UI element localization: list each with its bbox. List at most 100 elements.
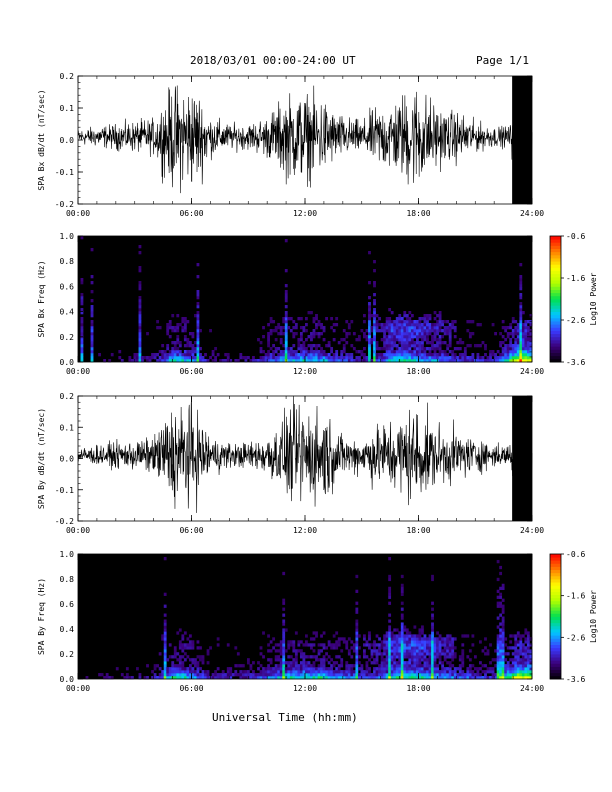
spectrogram-cell: [196, 661, 200, 665]
spectrogram-cell: [163, 622, 167, 626]
spectrogram-cell: [421, 359, 424, 363]
spectrogram-cell: [463, 350, 467, 354]
spectrogram-cell: [400, 347, 404, 351]
spectrogram-cell: [289, 664, 293, 668]
spectrogram-cell: [181, 664, 185, 668]
spectrogram-cell: [350, 344, 354, 348]
spectrogram-cell: [398, 640, 402, 644]
spectrogram-cell: [511, 347, 515, 351]
spectrogram-cell: [277, 353, 281, 357]
spectrogram-cell: [183, 344, 187, 348]
spectrogram-cell: [178, 643, 182, 647]
spectrogram-cell: [431, 646, 434, 650]
spectrogram-cell: [415, 649, 419, 653]
spectrogram-cell: [183, 631, 187, 635]
spectrogram-cell: [375, 326, 379, 330]
spectrogram-cell: [511, 329, 515, 333]
spectrogram-cell: [267, 634, 270, 638]
spectrogram-cell: [259, 673, 263, 677]
spectrogram-cell: [393, 652, 397, 656]
spectrogram-cell: [279, 338, 283, 342]
spectrogram-cell: [526, 326, 530, 330]
spectrogram-cell: [380, 326, 384, 330]
spectrogram-cell: [509, 640, 513, 644]
spectrogram-cell: [312, 643, 316, 647]
spectrogram-cell: [458, 676, 462, 680]
spectrogram-cell: [310, 676, 313, 680]
spectrogram-cell: [299, 335, 303, 339]
spectrogram-cell: [246, 670, 250, 674]
spectrogram-cell: [178, 673, 182, 677]
spectrogram-cell: [456, 347, 460, 351]
spectrogram-cell: [413, 359, 417, 363]
spectrogram-cell: [130, 359, 134, 363]
spectrogram-cell: [516, 652, 520, 656]
spectrogram-cell: [501, 347, 505, 351]
spectrogram-cell: [453, 359, 457, 363]
x-tick-label: 18:00: [406, 526, 430, 535]
spectrogram-cell: [163, 676, 167, 680]
spectrogram-cell: [347, 667, 351, 671]
spectrogram-cell: [269, 658, 273, 662]
spectrogram-cell: [368, 637, 371, 641]
spectrogram-cell: [390, 637, 394, 641]
spectrogram-cell: [153, 356, 157, 360]
spectrogram-cell: [486, 676, 490, 680]
spectrogram-cell: [413, 329, 417, 333]
spectrogram-cell: [183, 338, 187, 342]
spectrogram-cell: [279, 676, 283, 680]
spectrogram-cell: [403, 314, 407, 318]
spectrogram-cell: [262, 670, 265, 674]
spectrogram-cell: [468, 332, 472, 336]
spectrogram-cell: [330, 673, 334, 677]
spectrogram-cell: [501, 640, 505, 644]
spectrogram-cell: [400, 353, 404, 357]
spectrogram-cell: [516, 631, 520, 635]
spectrogram-cell: [166, 667, 170, 671]
spectrogram-cell: [400, 631, 404, 635]
spectrogram-cell: [393, 341, 397, 345]
spectrogram-cell: [320, 359, 323, 363]
spectrogram-cell: [526, 634, 530, 638]
spectrogram-cell: [330, 646, 334, 650]
spectrogram-cell: [186, 670, 190, 674]
spectrogram-cell: [451, 646, 455, 650]
spectrogram-cell: [153, 676, 157, 680]
spectrogram-cell: [292, 359, 296, 363]
spectrogram-cell: [360, 667, 364, 671]
spectrogram-cell: [388, 359, 392, 363]
spectrogram-cell: [388, 329, 392, 333]
spectrogram-cell: [267, 658, 270, 662]
spectrogram-cell: [390, 640, 394, 644]
spectrogram-cell: [176, 667, 180, 671]
spectrogram-cell: [368, 332, 371, 336]
spectrogram-cell: [315, 326, 318, 330]
spectrogram-cell: [373, 299, 376, 303]
spectrogram-cell: [194, 676, 197, 680]
spectrogram-cell: [484, 646, 487, 650]
spectrogram-cell: [305, 634, 308, 638]
spectrogram-cell: [509, 359, 513, 363]
spectrogram-cell: [335, 640, 339, 644]
spectrogram-cell: [390, 676, 394, 680]
spectrogram-cell: [191, 356, 195, 360]
spectrogram-cell: [299, 661, 303, 665]
spectrogram-cell: [398, 353, 402, 357]
spectrogram-cell: [393, 332, 397, 336]
spectrogram-cell: [410, 643, 414, 647]
spectrogram-cell: [194, 341, 197, 345]
spectrogram-cell: [405, 655, 409, 659]
spectrogram-cell: [315, 347, 318, 351]
spectrogram-cell: [443, 655, 447, 659]
spectrogram-cell: [393, 634, 397, 638]
spectrogram-cell: [388, 326, 392, 330]
spectrogram-cell: [186, 356, 190, 360]
spectrogram-cell: [519, 335, 523, 339]
spectrogram-cell: [398, 637, 402, 641]
spectrogram-cell: [418, 655, 422, 659]
spectrogram-cell: [421, 673, 424, 677]
spectrogram-cell: [428, 332, 432, 336]
spectrogram-cell: [262, 359, 265, 363]
spectrogram-cell: [312, 317, 316, 321]
spectrogram-cell: [400, 350, 404, 354]
